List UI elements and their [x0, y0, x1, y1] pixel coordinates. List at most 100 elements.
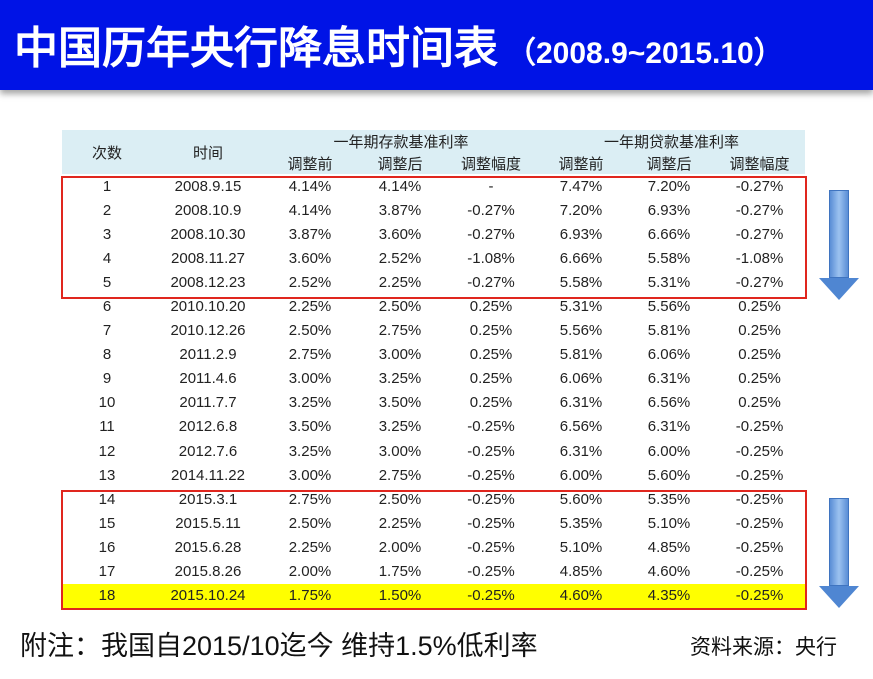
cell-deposit-after: 2.52%: [378, 249, 422, 267]
down-arrow-icon: [819, 498, 859, 608]
cell-deposit-change: 0.25%: [469, 394, 513, 412]
table-row: 1 2008.9.15 4.14% 4.14% - 7.47% 7.20% -0.27%: [62, 174, 805, 198]
cell-loan-before: 4.85%: [559, 563, 603, 581]
header-loan-change: 调整幅度: [714, 152, 806, 174]
cell-deposit-after: 3.60%: [378, 225, 422, 243]
cell-loan-change: -0.25%: [735, 418, 784, 436]
cell-loan-before: 5.35%: [559, 514, 603, 532]
table-row: 15 2015.5.11 2.50% 2.25% -0.25% 5.35% 5.10% -0.…: [62, 511, 805, 535]
cell-loan-change: 0.25%: [738, 370, 781, 388]
table-row: 3 2008.10.30 3.87% 3.60% -0.27% 6.93% 6.66% -0.…: [62, 222, 805, 246]
cell-deposit-after: 4.14%: [378, 177, 422, 195]
cell-loan-before: 5.31%: [559, 298, 603, 316]
cell-date: 2010.10.20: [170, 298, 246, 316]
cell-count: 17: [98, 563, 116, 581]
cell-count: 6: [102, 298, 112, 316]
cell-loan-after: 4.60%: [647, 563, 691, 581]
cell-loan-after: 5.56%: [647, 298, 691, 316]
cell-deposit-after: 3.25%: [378, 418, 422, 436]
cell-loan-before: 6.31%: [559, 394, 603, 412]
header-count: 次数: [62, 130, 152, 174]
cell-deposit-after: 1.75%: [378, 563, 422, 581]
cell-loan-after: 6.00%: [647, 442, 691, 460]
cell-deposit-before: 3.00%: [288, 370, 332, 388]
cell-deposit-after: 2.00%: [378, 538, 422, 556]
cell-date: 2012.6.8: [178, 418, 238, 436]
header-loan-after: 调整后: [624, 152, 715, 174]
cell-loan-after: 6.93%: [647, 201, 691, 219]
cell-count: 18: [62, 583, 152, 608]
cell-deposit-before: 4.14%: [288, 177, 332, 195]
table-row: 6 2010.10.20 2.25% 2.50% 0.25% 5.31% 5.56% 0.25…: [62, 294, 805, 318]
cell-count: 5: [102, 273, 112, 291]
cell-deposit-before: 2.75%: [288, 490, 332, 508]
cell-deposit-after: 3.50%: [378, 394, 422, 412]
cell-date: 2010.12.26: [170, 322, 246, 340]
cell-loan-change: 0.25%: [738, 346, 781, 364]
cell-date: 2015.5.11: [175, 514, 241, 532]
cell-deposit-before: 3.25%: [288, 394, 332, 412]
table-row: 18 2015.10.24 1.75% 1.50% -0.25% 4.60% 4.35% -0…: [62, 583, 806, 608]
cell-date: 2015.8.26: [174, 563, 242, 581]
cell-date: 2015.6.28: [174, 538, 242, 556]
cell-date: 2008.11.27: [171, 249, 245, 267]
table-row: 5 2008.12.23 2.52% 2.25% -0.27% 5.58% 5.31% -0.…: [62, 270, 805, 294]
cell-count: 2: [102, 201, 112, 219]
cell-deposit-before: 2.25%: [288, 298, 332, 316]
cell-deposit-after: 2.25%: [378, 273, 422, 291]
cell-deposit-before: 2.52%: [288, 273, 332, 291]
cell-loan-before: 5.60%: [559, 490, 603, 508]
cell-deposit-before: 2.50%: [288, 514, 332, 532]
header-deposit-after: 调整后: [356, 152, 444, 174]
cell-deposit-before: 4.14%: [288, 201, 332, 219]
cell-loan-change: 0.25%: [738, 298, 781, 316]
cell-deposit-after: 3.87%: [378, 201, 422, 219]
cell-date: 2015.3.1: [178, 490, 238, 508]
table-row: 16 2015.6.28 2.25% 2.00% -0.25% 5.10% 4.85% -0.…: [62, 535, 805, 559]
cell-loan-change: -0.25%: [735, 514, 784, 532]
cell-loan-after: 4.35%: [624, 583, 715, 608]
cell-count: 15: [98, 514, 116, 532]
table-row: 11 2012.6.8 3.50% 3.25% -0.25% 6.56% 6.31% -0.2…: [62, 415, 805, 439]
cell-loan-change: 0.25%: [738, 322, 781, 340]
table-row: 8 2011.2.9 2.75% 3.00% 0.25% 5.81% 6.06% 0.25%: [62, 343, 805, 367]
highlight-box-2015: [61, 490, 807, 610]
cell-date: 2011.2.9: [179, 346, 237, 364]
cell-count: 7: [102, 322, 112, 340]
cell-loan-change: -0.27%: [735, 273, 784, 291]
cell-deposit-after: 2.50%: [378, 490, 422, 508]
cell-loan-before: 5.58%: [559, 273, 603, 291]
cell-count: 1: [102, 177, 112, 195]
cell-deposit-before: 2.75%: [288, 346, 332, 364]
cell-deposit-change: -0.27%: [467, 225, 515, 243]
cell-deposit-change: 0.25%: [469, 298, 513, 316]
cell-loan-before: 5.10%: [559, 538, 603, 556]
cell-loan-after: 6.06%: [647, 346, 691, 364]
cell-deposit-change: 0.25%: [469, 346, 513, 364]
cell-deposit-before: 3.25%: [288, 442, 332, 460]
cell-loan-after: 6.56%: [647, 394, 691, 412]
cell-loan-after: 5.35%: [647, 490, 691, 508]
cell-deposit-change: -0.25%: [467, 514, 515, 532]
cell-deposit-after: 3.00%: [378, 346, 422, 364]
cell-date: 2011.7.7: [179, 394, 237, 412]
table-row: 2 2008.10.9 4.14% 3.87% -0.27% 7.20% 6.93% -0.2…: [62, 198, 805, 222]
cell-deposit-change: -0.25%: [467, 490, 515, 508]
cell-loan-change: -0.27%: [735, 177, 784, 195]
cell-loan-before: 4.60%: [538, 583, 625, 608]
cell-deposit-before: 2.00%: [288, 563, 332, 581]
cell-loan-after: 6.66%: [647, 225, 691, 243]
cell-loan-after: 6.31%: [647, 418, 691, 436]
cell-deposit-change: -0.25%: [467, 442, 515, 460]
cell-loan-after: 5.58%: [647, 249, 691, 267]
header-deposit-rate: 一年期存款基准利率: [264, 130, 539, 152]
cell-deposit-change: -0.27%: [467, 273, 515, 291]
cell-loan-before: 7.47%: [559, 177, 603, 195]
cell-deposit-change: -: [488, 177, 494, 195]
table-row: 7 2010.12.26 2.50% 2.75% 0.25% 5.56% 5.81% 0.25…: [62, 319, 805, 343]
title-banner: 中国历年央行降息时间表 （2008.9~2015.10）: [0, 0, 873, 90]
cell-loan-before: 6.31%: [559, 442, 603, 460]
cell-deposit-change: 0.25%: [469, 370, 513, 388]
cell-count: 12: [98, 442, 116, 460]
cell-loan-change: -0.25%: [735, 466, 784, 484]
